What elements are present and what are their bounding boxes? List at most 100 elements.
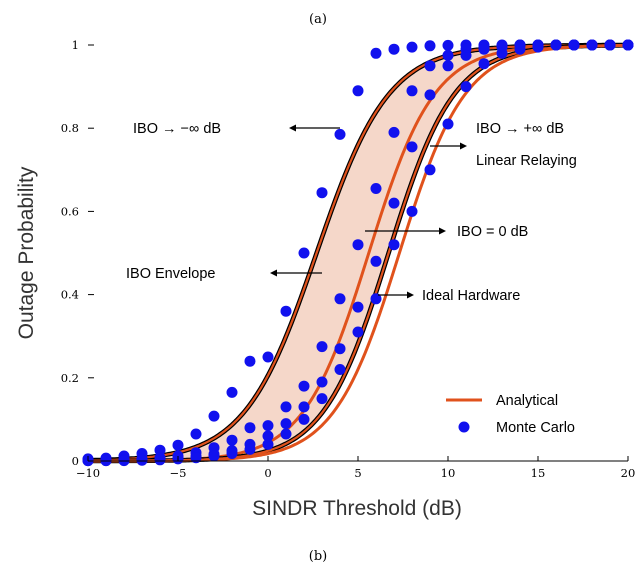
monte-carlo-point-ideal_hardware <box>622 39 634 51</box>
monte-carlo-point-ibo_neg_inf <box>352 85 364 97</box>
monte-carlo-point-ibo_0 <box>262 420 274 432</box>
monte-carlo-point-ideal_hardware <box>352 326 364 338</box>
monte-carlo-point-ibo_0 <box>406 85 418 97</box>
y-tick-label: 0 <box>72 454 79 468</box>
monte-carlo-point-ibo_pos_inf <box>388 197 400 209</box>
monte-carlo-point-ideal_hardware <box>136 454 148 466</box>
annotation-ibo-pos-inf: IBO → +∞ dB <box>476 121 564 137</box>
caption-bottom: (b) <box>309 549 327 564</box>
monte-carlo-point-ibo_0 <box>316 341 328 353</box>
monte-carlo-point-ibo_neg_inf <box>244 355 256 367</box>
monte-carlo-point-ibo_neg_inf <box>226 386 238 398</box>
monte-carlo-point-ibo_neg_inf <box>298 247 310 259</box>
monte-carlo-point-ibo_neg_inf <box>262 351 274 363</box>
ibo-envelope-shading <box>88 45 628 461</box>
monte-carlo-point-ibo_pos_inf <box>316 376 328 388</box>
legend-monte-carlo-swatch <box>458 421 470 433</box>
monte-carlo-point-ibo_neg_inf <box>190 428 202 440</box>
caption-top: (a) <box>309 12 327 27</box>
monte-carlo-point-ibo_pos_inf <box>478 43 490 55</box>
legend-analytical-label: Analytical <box>496 393 558 409</box>
monte-carlo-point-ibo_pos_inf <box>424 89 436 101</box>
monte-carlo-point-ibo_pos_inf <box>460 49 472 61</box>
monte-carlo-point-ideal_hardware <box>496 47 508 59</box>
monte-carlo-point-ibo_neg_inf <box>370 47 382 59</box>
annotation-arrows <box>270 124 467 299</box>
arrowhead-ibo-neg-inf <box>289 124 296 132</box>
annotation-linear-relaying: Linear Relaying <box>476 153 577 169</box>
monte-carlo-point-ibo_0 <box>370 183 382 194</box>
monte-carlo-point-ibo_0 <box>352 239 364 251</box>
monte-carlo-point-ibo_pos_inf <box>406 141 418 153</box>
monte-carlo-point-ideal_hardware <box>406 205 418 217</box>
monte-carlo-point-ibo_0 <box>280 401 292 413</box>
monte-carlo-point-ibo_neg_inf <box>334 128 346 140</box>
monte-carlo-point-ibo_neg_inf <box>316 187 328 199</box>
legend-monte-carlo-label: Monte Carlo <box>496 420 575 436</box>
arrowhead-ideal-hardware <box>407 291 414 299</box>
monte-carlo-point-ideal_hardware <box>568 39 580 51</box>
monte-carlo-point-ideal_hardware <box>316 393 328 405</box>
monte-carlo-point-ibo_neg_inf <box>280 305 292 317</box>
monte-carlo-point-ibo_0 <box>334 293 346 305</box>
y-tick-label: 0.8 <box>61 121 79 135</box>
monte-carlo-point-ideal_hardware <box>514 43 526 55</box>
monte-carlo-point-ideal_hardware <box>586 39 598 51</box>
monte-carlo-point-ideal_hardware <box>208 450 220 462</box>
x-tick-label: 15 <box>531 466 546 480</box>
monte-carlo-point-ibo_0 <box>424 60 436 72</box>
monte-carlo-point-ibo_0 <box>298 380 310 392</box>
annotation-ibo-neg-inf: IBO → −∞ dB <box>133 121 221 137</box>
annotation-ideal-hardware: Ideal Hardware <box>422 288 520 304</box>
arrowhead-ibo-pos-inf <box>460 142 467 150</box>
monte-carlo-point-ibo_neg_inf <box>172 439 184 451</box>
monte-carlo-point-ideal_hardware <box>244 443 256 455</box>
monte-carlo-point-ibo_0 <box>226 434 238 446</box>
monte-carlo-point-ideal_hardware <box>388 239 400 251</box>
x-axis-label: SINDR Threshold (dB) <box>252 497 462 520</box>
monte-carlo-point-ibo_0 <box>442 49 454 61</box>
x-tick-label: −10 <box>76 466 100 480</box>
y-tick-label: 0.2 <box>61 371 79 385</box>
y-axis-label: Outage Probability <box>15 166 38 339</box>
monte-carlo-point-ideal_hardware <box>280 428 292 440</box>
monte-carlo-point-ibo_pos_inf <box>298 401 310 413</box>
y-tick-label: 1 <box>72 38 79 52</box>
monte-carlo-point-ideal_hardware <box>460 81 472 93</box>
monte-carlo-point-ideal_hardware <box>442 118 454 130</box>
monte-carlo-point-ideal_hardware <box>262 438 274 450</box>
monte-carlo-point-ibo_neg_inf <box>388 43 400 55</box>
x-tick-label: −5 <box>170 466 187 480</box>
monte-carlo-point-ibo_pos_inf <box>352 301 364 313</box>
monte-carlo-point-ideal_hardware <box>424 164 436 176</box>
monte-carlo-point-ideal_hardware <box>226 448 238 459</box>
monte-carlo-point-ibo_pos_inf <box>280 418 292 430</box>
monte-carlo-point-ideal_hardware <box>550 39 562 51</box>
monte-carlo-point-ideal_hardware <box>370 293 382 305</box>
monte-carlo-point-ibo_0 <box>388 126 400 138</box>
arrowhead-ibo-envelope <box>270 269 277 277</box>
arrowhead-ibo-0 <box>439 227 446 235</box>
monte-carlo-point-ibo_pos_inf <box>334 343 346 355</box>
x-tick-label: 0 <box>264 466 271 480</box>
x-tick-label: 20 <box>621 466 636 480</box>
monte-carlo-point-ideal_hardware <box>532 41 544 53</box>
monte-carlo-point-ibo_neg_inf <box>406 41 418 53</box>
monte-carlo-point-ideal_hardware <box>190 452 202 464</box>
annotation-ibo-envelope: IBO Envelope <box>126 266 215 282</box>
monte-carlo-point-ideal_hardware <box>154 454 166 466</box>
monte-carlo-point-ibo_0 <box>244 422 256 434</box>
axis-ticks: −10 −5 0 5 10 15 20 0 0.2 0.4 0.6 0.8 1 <box>61 38 636 480</box>
monte-carlo-point-ibo_pos_inf <box>370 255 382 267</box>
annotation-ibo-0: IBO = 0 dB <box>457 224 528 240</box>
monte-carlo-point-ideal_hardware <box>604 39 616 51</box>
monte-carlo-point-ideal_hardware <box>298 413 310 425</box>
monte-carlo-point-ideal_hardware <box>334 364 346 375</box>
monte-carlo-point-ibo_pos_inf <box>442 60 454 72</box>
legend: Analytical Monte Carlo <box>446 393 575 436</box>
x-tick-label: 5 <box>354 466 361 480</box>
monte-carlo-point-ibo_neg_inf <box>424 40 436 52</box>
monte-carlo-point-ibo_pos_inf <box>262 430 274 442</box>
monte-carlo-point-ibo_neg_inf <box>208 410 220 422</box>
